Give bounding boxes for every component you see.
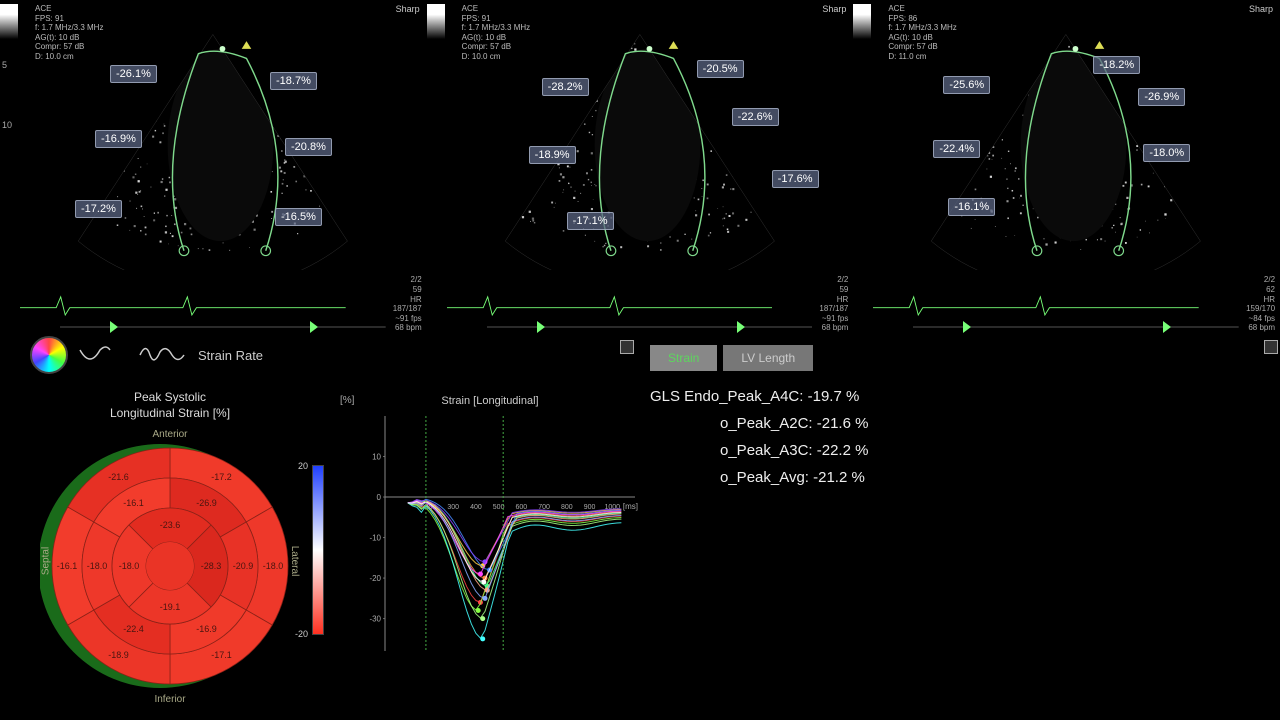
segment-strain-value: -26.9%: [1138, 88, 1185, 106]
svg-text:-18.9: -18.9: [108, 650, 129, 660]
cine-timeline[interactable]: [60, 319, 386, 335]
svg-text:-20.9: -20.9: [233, 561, 254, 571]
svg-text:-16.1: -16.1: [57, 561, 78, 571]
ecg-trace: [873, 290, 1199, 320]
svg-text:-22.4: -22.4: [123, 624, 144, 634]
segment-strain-value: -22.4%: [933, 140, 980, 158]
segment-strain-value: -16.1%: [948, 198, 995, 216]
echo-panels-row: ACEFPS: 91f: 1.7 MHz/3.3 MHzAG(t): 10 dB…: [0, 0, 1280, 335]
anterior-label: Anterior: [152, 429, 187, 440]
acquisition-meta: ACEFPS: 91f: 1.7 MHz/3.3 MHzAG(t): 10 dB…: [462, 4, 530, 62]
tab-strain[interactable]: Strain: [650, 345, 717, 371]
segment-strain-value: -17.2%: [75, 200, 122, 218]
inferior-label: Inferior: [154, 694, 185, 705]
svg-text:-17.1: -17.1: [211, 650, 232, 660]
ecg-trace: [447, 290, 773, 320]
gls-results: GLS Endo_Peak_A4C: -19.7 %o_Peak_A2C: -2…: [650, 383, 1280, 491]
segment-strain-value: -17.6%: [772, 170, 819, 188]
svg-text:900: 900: [584, 504, 596, 511]
grayscale-bar: [427, 4, 445, 74]
bullseye-section: Peak Systolic Longitudinal Strain [%] -1…: [0, 335, 340, 720]
ecg-trace: [20, 290, 346, 320]
segment-strain-value: -18.0%: [1143, 144, 1190, 162]
strain-curves-plot[interactable]: 100-10-20-302003004005006007008009001000…: [360, 411, 640, 671]
segment-strain-value: -17.1%: [567, 212, 614, 230]
svg-text:-23.6: -23.6: [160, 520, 181, 530]
graph-title: Strain [Longitudinal]: [340, 395, 640, 407]
panel-expand-icon[interactable]: [620, 340, 634, 354]
segment-strain-value: -18.9%: [529, 146, 576, 164]
sharp-label: Sharp: [822, 4, 846, 14]
frame-readout: 2/259HR187/187~91 fps68 bpm: [393, 275, 422, 333]
svg-text:-16.1: -16.1: [123, 498, 144, 508]
segment-strain-value: -18.7%: [270, 72, 317, 90]
svg-text:-18.0: -18.0: [119, 561, 140, 571]
cine-timeline[interactable]: [487, 319, 813, 335]
acquisition-meta: ACEFPS: 86f: 1.7 MHz/3.3 MHzAG(t): 10 dB…: [888, 4, 956, 62]
svg-text:-19.1: -19.1: [160, 602, 181, 612]
segment-strain-value: -25.6%: [943, 76, 990, 94]
segment-strain-value: -18.2%: [1093, 56, 1140, 74]
cine-timeline[interactable]: [913, 319, 1239, 335]
segment-strain-value: -22.6%: [732, 108, 779, 126]
svg-text:10: 10: [372, 453, 381, 462]
septal-label: Septal: [41, 547, 52, 575]
svg-text:-17.2: -17.2: [211, 472, 232, 482]
sharp-label: Sharp: [396, 4, 420, 14]
graph-y-label: [%]: [340, 395, 354, 406]
segment-strain-value: -20.5%: [697, 60, 744, 78]
svg-text:-28.3: -28.3: [201, 561, 222, 571]
gls-result-row: o_Peak_A2C: -21.6 %: [650, 410, 1280, 437]
strain-graph-section: [%] Strain [Longitudinal] 100-10-20-3020…: [340, 335, 640, 720]
depth-scale: 510: [2, 60, 12, 180]
bullseye-colorscale: 20 -20: [312, 465, 330, 635]
svg-text:[ms]: [ms]: [623, 502, 638, 511]
segment-strain-value: -16.9%: [95, 130, 142, 148]
echo-panel-a3c[interactable]: ACEFPS: 86f: 1.7 MHz/3.3 MHzAG(t): 10 dB…: [853, 0, 1280, 335]
svg-text:800: 800: [561, 504, 573, 511]
segment-strain-value: -20.8%: [285, 138, 332, 156]
tab-lv-length[interactable]: LV Length: [723, 345, 813, 371]
frame-readout: 2/262HR159/170~84 fps68 bpm: [1246, 275, 1275, 333]
svg-text:-18.0: -18.0: [87, 561, 108, 571]
svg-text:300: 300: [447, 504, 459, 511]
frame-readout: 2/259HR187/187~91 fps68 bpm: [819, 275, 848, 333]
result-tabs: Strain LV Length: [650, 345, 1280, 371]
segment-strain-value: -26.1%: [110, 65, 157, 83]
lateral-label: Lateral: [289, 546, 300, 577]
svg-text:-20: -20: [369, 574, 381, 583]
svg-text:-10: -10: [369, 534, 381, 543]
sharp-label: Sharp: [1249, 4, 1273, 14]
analysis-row: Strain Rate Peak Systolic Longitudinal S…: [0, 335, 1280, 720]
svg-text:-18.0: -18.0: [263, 561, 284, 571]
gls-result-row: GLS Endo_Peak_A4C: -19.7 %: [650, 383, 1280, 410]
gls-result-row: o_Peak_Avg: -21.2 %: [650, 464, 1280, 491]
grayscale-bar: [853, 4, 871, 74]
svg-text:-16.9: -16.9: [196, 624, 217, 634]
svg-text:-26.9: -26.9: [196, 498, 217, 508]
segment-strain-value: -28.2%: [542, 78, 589, 96]
results-section: Strain LV Length GLS Endo_Peak_A4C: -19.…: [640, 335, 1280, 720]
panel-expand-icon-right[interactable]: [1264, 340, 1278, 354]
bullseye-plot[interactable]: -17.2 -18.0 -17.1 -18.9 -16.1 -21.6 -26.…: [40, 431, 300, 691]
svg-text:-30: -30: [369, 615, 381, 624]
bullseye-title: Peak Systolic Longitudinal Strain [%]: [0, 390, 340, 421]
echo-panel-a2c[interactable]: ACEFPS: 91f: 1.7 MHz/3.3 MHzAG(t): 10 dB…: [427, 0, 854, 335]
acquisition-meta: ACEFPS: 91f: 1.7 MHz/3.3 MHzAG(t): 10 dB…: [35, 4, 103, 62]
segment-strain-value: -16.5%: [275, 208, 322, 226]
svg-text:0: 0: [377, 493, 382, 502]
svg-text:400: 400: [470, 504, 482, 511]
echo-panel-a4c[interactable]: ACEFPS: 91f: 1.7 MHz/3.3 MHzAG(t): 10 dB…: [0, 0, 427, 335]
svg-text:-21.6: -21.6: [108, 472, 129, 482]
gls-result-row: o_Peak_A3C: -22.2 %: [650, 437, 1280, 464]
